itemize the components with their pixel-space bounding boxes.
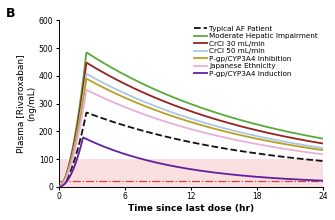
CrCl 50 mL/min	[285, 141, 289, 143]
Line: P-gp/CYP3A4 Inhibition: P-gp/CYP3A4 Inhibition	[59, 79, 323, 187]
P-gp/CYP3A4 Inhibition	[57, 185, 61, 188]
P-gp/CYP3A4 Induction	[321, 179, 325, 182]
P-gp/CYP3A4 Induction	[225, 173, 229, 175]
P-gp/CYP3A4 Induction	[285, 178, 289, 180]
Line: CrCl 50 mL/min: CrCl 50 mL/min	[59, 74, 323, 187]
CrCl 30 mL/min	[73, 138, 77, 140]
P-gp/CYP3A4 Induction	[211, 171, 215, 174]
CrCl 30 mL/min	[211, 117, 215, 120]
P-gp/CYP3A4 Induction	[258, 176, 262, 178]
P-gp/CYP3A4 Induction	[218, 172, 222, 174]
CrCl 50 mL/min	[321, 147, 325, 149]
P-gp/CYP3A4 Inhibition	[225, 131, 229, 133]
CrCl 50 mL/min	[258, 135, 262, 138]
P-gp/CYP3A4 Inhibition	[211, 127, 215, 130]
Japanese Ethnicity	[321, 153, 325, 156]
Typical AF Patient	[218, 146, 222, 149]
Typical AF Patient	[211, 145, 215, 148]
P-gp/CYP3A4 Inhibition	[285, 143, 289, 146]
Legend: Typical AF Patient, Moderate Hepatic Impairment, CrCl 30 mL/min, CrCl 50 mL/min,: Typical AF Patient, Moderate Hepatic Imp…	[192, 24, 320, 78]
Moderate Hepatic Impairment	[211, 110, 215, 113]
Typical AF Patient	[258, 152, 262, 155]
CrCl 50 mL/min	[218, 126, 222, 128]
CrCl 30 mL/min	[258, 130, 262, 132]
Moderate Hepatic Impairment	[218, 112, 222, 115]
Line: CrCl 30 mL/min: CrCl 30 mL/min	[59, 63, 323, 187]
CrCl 50 mL/min	[57, 185, 61, 188]
Moderate Hepatic Impairment	[85, 51, 89, 54]
Typical AF Patient	[85, 111, 89, 114]
Text: B: B	[6, 7, 15, 20]
Moderate Hepatic Impairment	[258, 124, 262, 126]
CrCl 30 mL/min	[218, 119, 222, 122]
Line: Japanese Ethnicity: Japanese Ethnicity	[59, 90, 323, 187]
CrCl 50 mL/min	[225, 128, 229, 130]
CrCl 30 mL/min	[85, 61, 89, 64]
Japanese Ethnicity	[285, 148, 289, 150]
Japanese Ethnicity	[258, 143, 262, 146]
P-gp/CYP3A4 Induction	[81, 136, 85, 139]
Line: P-gp/CYP3A4 Induction: P-gp/CYP3A4 Induction	[59, 138, 323, 187]
Typical AF Patient	[57, 185, 61, 188]
X-axis label: Time since last dose (hr): Time since last dose (hr)	[128, 204, 254, 213]
P-gp/CYP3A4 Inhibition	[73, 144, 77, 146]
P-gp/CYP3A4 Induction	[73, 163, 77, 166]
Line: Moderate Hepatic Impairment: Moderate Hepatic Impairment	[59, 53, 323, 187]
Japanese Ethnicity	[225, 137, 229, 139]
P-gp/CYP3A4 Inhibition	[85, 77, 89, 80]
Typical AF Patient	[285, 156, 289, 159]
P-gp/CYP3A4 Inhibition	[218, 129, 222, 131]
Typical AF Patient	[73, 157, 77, 160]
Moderate Hepatic Impairment	[285, 130, 289, 133]
CrCl 30 mL/min	[285, 136, 289, 138]
Japanese Ethnicity	[85, 89, 89, 91]
Japanese Ethnicity	[57, 185, 61, 188]
CrCl 50 mL/min	[73, 142, 77, 145]
Y-axis label: Plasma [Rivaroxaban]
(ng/mL): Plasma [Rivaroxaban] (ng/mL)	[16, 54, 36, 153]
Typical AF Patient	[225, 148, 229, 150]
Japanese Ethnicity	[218, 135, 222, 138]
Japanese Ethnicity	[73, 148, 77, 151]
P-gp/CYP3A4 Inhibition	[258, 138, 262, 141]
Japanese Ethnicity	[211, 133, 215, 136]
Typical AF Patient	[321, 160, 325, 162]
CrCl 50 mL/min	[211, 124, 215, 126]
CrCl 30 mL/min	[57, 185, 61, 188]
Moderate Hepatic Impairment	[73, 134, 77, 136]
Moderate Hepatic Impairment	[57, 185, 61, 188]
P-gp/CYP3A4 Inhibition	[321, 149, 325, 152]
Bar	[59, 159, 323, 187]
Moderate Hepatic Impairment	[225, 115, 229, 118]
Line: Typical AF Patient: Typical AF Patient	[59, 113, 323, 187]
Moderate Hepatic Impairment	[321, 137, 325, 140]
CrCl 30 mL/min	[225, 121, 229, 124]
CrCl 30 mL/min	[321, 142, 325, 145]
P-gp/CYP3A4 Induction	[57, 185, 61, 188]
CrCl 50 mL/min	[85, 73, 89, 75]
